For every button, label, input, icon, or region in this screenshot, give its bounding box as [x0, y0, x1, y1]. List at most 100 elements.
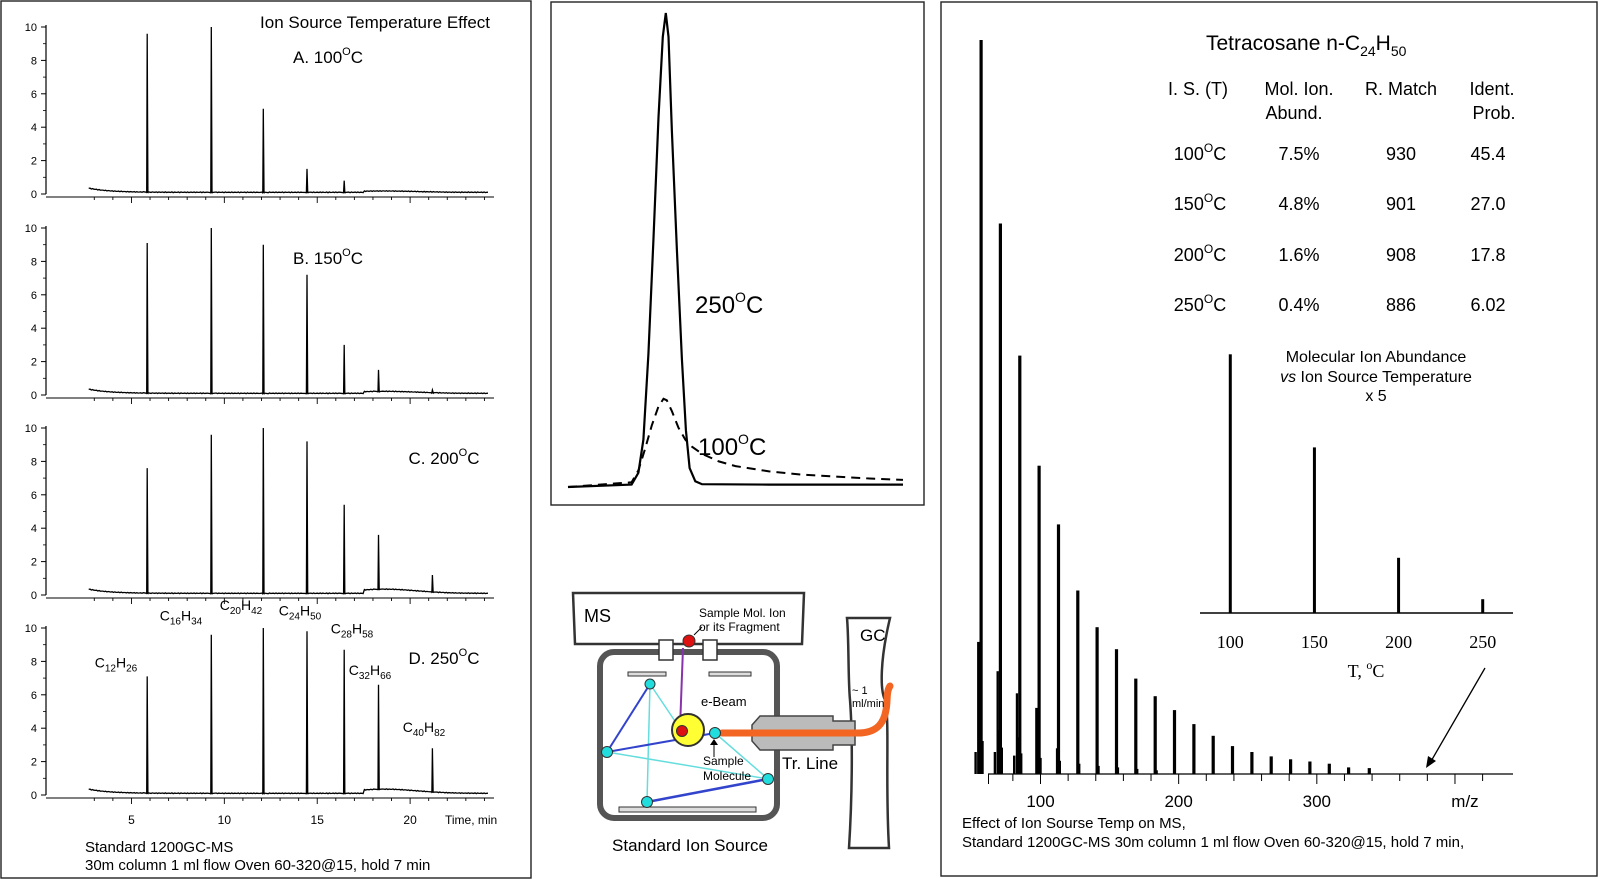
inset-title-line2: vs Ion Source Temperature — [1280, 369, 1472, 386]
cell-temp-sup: O — [1204, 292, 1213, 306]
table-row: 250OC 0.4% 886 6.02 — [1174, 292, 1506, 315]
peak-label: C20H42 — [220, 597, 263, 617]
title-subscript-hydrogen: 50 — [1391, 43, 1407, 59]
y-tick-label: 4 — [31, 523, 37, 535]
results-table: I. S. (T) Mol. Ion. Abund. R. Match Ident. Pr… — [1168, 79, 1516, 315]
chromatogram-title-text: B. 150 — [293, 249, 342, 268]
beam-cyan-3 — [606, 751, 769, 780]
cell-probability: 45.4 — [1470, 144, 1505, 164]
spectrum-bar — [1211, 735, 1215, 774]
cell-temp-value: 100 — [1174, 144, 1204, 164]
x-tick-label: 20 — [403, 813, 417, 827]
x-tick-label: 15 — [311, 813, 325, 827]
inset-x-label-unit: C — [1372, 661, 1384, 681]
peak-label: C12H26 — [95, 654, 138, 674]
spectrum-bar — [1018, 355, 1022, 774]
peak-label-c: C — [349, 662, 359, 678]
cell-temp-sup: O — [1204, 242, 1213, 256]
table-header: Mol. Ion. — [1264, 79, 1333, 99]
chromatogram-title: A. 100OC — [293, 46, 363, 67]
sample-ion — [682, 634, 696, 648]
chromatogram-x-axis: 5 10 15 20 — [128, 813, 417, 827]
y-tick-label: 2 — [31, 557, 37, 569]
spectrum-bar — [993, 752, 997, 774]
spectrum-bar — [1136, 768, 1139, 774]
peak-label: C16H34 — [160, 608, 203, 628]
chromatogram-trace — [88, 227, 489, 395]
mass-spectrum-panel: Tetracosane n-C24H50 I. S. (T) Mol. Ion. A… — [962, 32, 1516, 851]
cell-temp-value: 250 — [1174, 295, 1204, 315]
spectrum-bar — [996, 671, 999, 774]
y-tick-label: 0 — [31, 390, 37, 402]
inset-tick-label: 200 — [1385, 632, 1412, 652]
spectrum-bar — [998, 223, 1002, 774]
peak-label-c: C — [403, 719, 413, 735]
cell-temp-unit: C — [1213, 245, 1226, 265]
diagram-caption: Standard Ion Source — [612, 836, 768, 855]
peak-label-c: C — [95, 654, 105, 670]
spectrum-bar — [1020, 753, 1023, 774]
peak-label-h: H — [241, 597, 251, 613]
cell-temp-sup: O — [1204, 141, 1213, 155]
inset-bar — [1228, 354, 1232, 614]
peak-label-h: H — [352, 621, 362, 637]
spectrum-bar — [1153, 696, 1157, 774]
x-tick-label: 10 — [218, 813, 232, 827]
spectrum-bar — [977, 641, 980, 774]
beam-cyan-4 — [714, 732, 769, 780]
chromatogram-title-unit: C — [467, 649, 479, 668]
sample-ion-label-line1: Sample Mol. Ion — [699, 606, 786, 620]
chromatogram-title-unit: C — [467, 449, 479, 468]
peak-label-c-count: 20 — [230, 606, 242, 617]
spectrum-bar — [1327, 763, 1331, 774]
peak-100-label: 100OC — [698, 431, 766, 461]
y-tick-label: 8 — [31, 656, 37, 668]
y-tick-label: 4 — [31, 723, 37, 735]
y-tick-label: 6 — [31, 290, 37, 302]
spectrum-bar — [1367, 768, 1371, 774]
sample-molecule-arrowhead — [710, 739, 718, 745]
y-tick-label: 10 — [25, 22, 37, 34]
chromatogram-title-sup: O — [342, 247, 351, 259]
spectrum-bar — [1347, 767, 1351, 774]
chromatogram-chrom-c: 0 2 4 6 8 10 C. 200OC — [25, 423, 494, 604]
spectrum-caption-line1: Effect of Ion Sourse Temp on MS, — [962, 815, 1186, 832]
peak-250-unit: C — [746, 292, 763, 319]
peak-label-h-count: 66 — [380, 671, 392, 682]
inset-title-line1: Molecular Ion Abundance — [1286, 349, 1467, 366]
chromatogram-chrom-a: 0 2 4 6 8 10 A. 100OC — [25, 22, 494, 203]
ms-label: MS — [584, 606, 611, 626]
spectrum-bar — [974, 752, 977, 774]
peak-label-c-count: 12 — [105, 663, 117, 674]
mol-ion-pointer-head — [1426, 756, 1436, 768]
spectrum-tick-label: 200 — [1164, 792, 1192, 811]
peak-label-c: C — [331, 621, 341, 637]
peak-shape-frame — [550, 1, 925, 506]
chromatogram-caption-line1: Standard 1200GC-MS — [85, 839, 233, 856]
peak-label-h: H — [424, 719, 434, 735]
table-header: R. Match — [1365, 79, 1437, 99]
exit-lens-left — [658, 639, 674, 661]
peak-250-label: 250OC — [695, 289, 763, 319]
peak-label-h: H — [300, 602, 310, 618]
peak-label-c: C — [220, 597, 230, 613]
spectrum-bar — [1172, 710, 1177, 774]
peak-label: C24H50 — [279, 602, 322, 622]
y-tick-label: 6 — [31, 690, 37, 702]
exit-lens-right — [702, 639, 718, 661]
spectrum-bar — [1039, 757, 1042, 774]
molecule-5 — [709, 727, 721, 739]
cell-abundance: 4.8% — [1278, 194, 1319, 214]
cell-probability: 27.0 — [1470, 194, 1505, 214]
chromatogram-title-sup: O — [342, 46, 351, 58]
chromatogram-header: Ion Source Temperature Effect — [260, 13, 490, 32]
spectrum-bar — [1114, 649, 1119, 774]
chromatogram-trace — [88, 26, 489, 194]
spectrum-bar — [1308, 761, 1312, 774]
inset-x-label-sup: o — [1366, 658, 1372, 672]
chromatogram-title: C. 200OC — [409, 447, 480, 468]
molecule-4 — [762, 773, 774, 785]
